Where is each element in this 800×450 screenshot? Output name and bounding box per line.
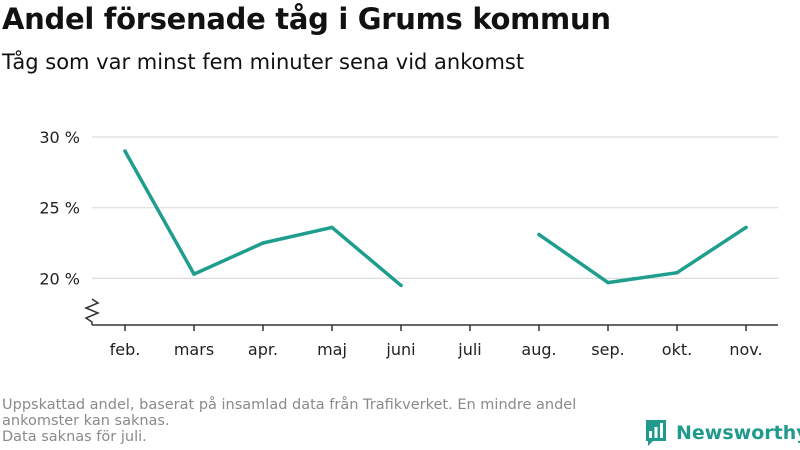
data-point — [537, 232, 541, 237]
data-point — [399, 283, 403, 288]
gridlines — [92, 136, 778, 279]
y-axis: 20 % 25 % 30 % — [39, 128, 100, 325]
data-point — [744, 225, 748, 230]
chart-title: Andel försenade tåg i Grums kommun — [2, 2, 611, 36]
series-lines — [123, 149, 748, 288]
y-tick-label: 20 % — [39, 269, 80, 288]
x-tick-label: sep. — [591, 340, 624, 359]
brand-logo: Newsworthy — [644, 418, 800, 448]
chart-subtitle: Tåg som var minst fem minuter sena vid a… — [2, 50, 525, 74]
x-tick-label: aug. — [521, 340, 556, 359]
brand-name: Newsworthy — [676, 422, 800, 444]
x-tick-label: nov. — [729, 340, 762, 359]
newsworthy-logo-icon — [646, 420, 666, 446]
y-tick-label: 25 % — [39, 199, 80, 218]
x-tick-label: okt. — [662, 340, 692, 359]
x-tick-label: apr. — [248, 340, 278, 359]
data-point — [192, 272, 196, 276]
footnote-line: Data saknas för juli. — [2, 429, 147, 445]
x-tick-label: feb. — [110, 340, 141, 359]
data-point — [675, 270, 679, 275]
series-line-segment — [537, 225, 748, 285]
footnote: Uppskattad andel, baserat på insamlad da… — [2, 397, 642, 445]
x-tick-label: juni — [385, 340, 415, 359]
x-tick-label: mars — [174, 340, 214, 359]
axis-break-icon — [84, 298, 100, 325]
data-point — [606, 280, 610, 285]
y-tick-label: 30 % — [39, 128, 80, 147]
x-tick-label: maj — [317, 340, 347, 359]
data-point — [261, 241, 265, 245]
footnote-line: Uppskattad andel, baserat på insamlad da… — [2, 397, 577, 413]
footnote-line: ankomster kan saknas. — [2, 413, 170, 429]
x-tick-label: juli — [457, 340, 481, 359]
data-point — [123, 149, 127, 153]
data-point — [330, 225, 334, 230]
series-line-segment — [123, 149, 403, 288]
x-axis: feb. mars apr. maj juni juli aug. sep. okt. nov. — [92, 324, 778, 359]
